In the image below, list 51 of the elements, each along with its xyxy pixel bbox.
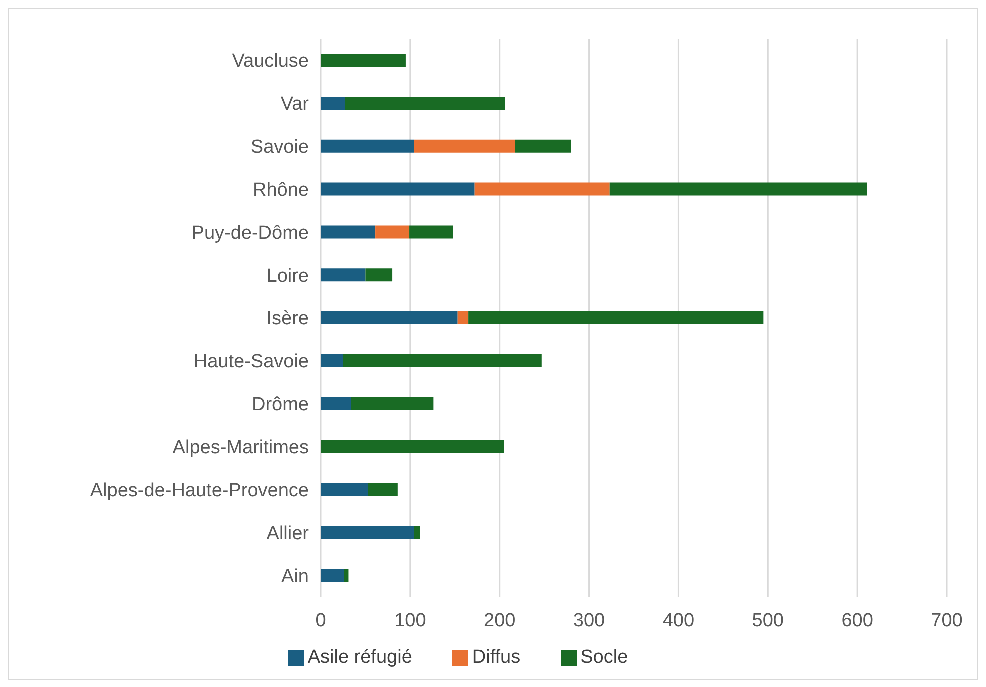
- bar: [474, 182, 610, 196]
- y-tick-label: Drôme: [252, 394, 309, 416]
- y-tick-label: Allier: [266, 523, 310, 544]
- y-tick-label: Vaucluse: [232, 51, 309, 72]
- x-tick-label: 700: [931, 610, 963, 632]
- y-tick-label: Savoie: [250, 137, 309, 158]
- y-tick-label: Ain: [282, 566, 309, 588]
- x-tick-label: 100: [394, 610, 426, 632]
- legend-label: Socle: [580, 647, 628, 668]
- bar: [610, 182, 868, 196]
- bar: [321, 569, 344, 582]
- y-tick-label: Alpes-de-Haute-Provence: [90, 480, 309, 502]
- bar: [515, 140, 572, 153]
- bar: [376, 226, 410, 239]
- legend-label: Diffus: [472, 647, 521, 668]
- bar: [345, 96, 506, 110]
- x-tick-label: 600: [842, 610, 874, 632]
- x-tick-label: 0: [316, 610, 326, 632]
- y-tick-label: Rhône: [253, 180, 309, 201]
- x-tick-label: 300: [573, 610, 606, 632]
- bar: [321, 312, 458, 325]
- bar: [321, 354, 344, 368]
- bar: [321, 140, 414, 153]
- x-tick-label: 400: [662, 610, 695, 632]
- bar: [458, 312, 469, 325]
- y-tick-label: Var: [280, 94, 310, 116]
- y-tick-label: Haute-Savoie: [194, 352, 309, 373]
- bar: [410, 226, 454, 239]
- bar: [321, 182, 475, 196]
- bar: [321, 440, 504, 454]
- y-tick-label: Alpes-Maritimes: [172, 438, 309, 459]
- bar: [321, 526, 414, 540]
- bar: [321, 226, 376, 239]
- bar: [321, 96, 346, 110]
- y-tick-label: Puy-de-Dôme: [192, 222, 309, 244]
- bar: [414, 140, 516, 153]
- bar: [351, 397, 434, 410]
- bar: [321, 397, 352, 410]
- bar: [468, 312, 764, 325]
- bar: [368, 483, 398, 496]
- y-tick-label: Isère: [266, 308, 309, 330]
- bar: [321, 54, 406, 68]
- bar: [321, 268, 366, 282]
- bar: [366, 268, 393, 282]
- legend-label: Asile réfugié: [308, 647, 412, 668]
- bar: [343, 354, 542, 368]
- bar: [414, 526, 420, 540]
- x-tick-label: 500: [752, 610, 784, 632]
- y-tick-label: Loire: [266, 266, 309, 287]
- bar: [321, 483, 368, 496]
- x-tick-label: 200: [484, 610, 516, 632]
